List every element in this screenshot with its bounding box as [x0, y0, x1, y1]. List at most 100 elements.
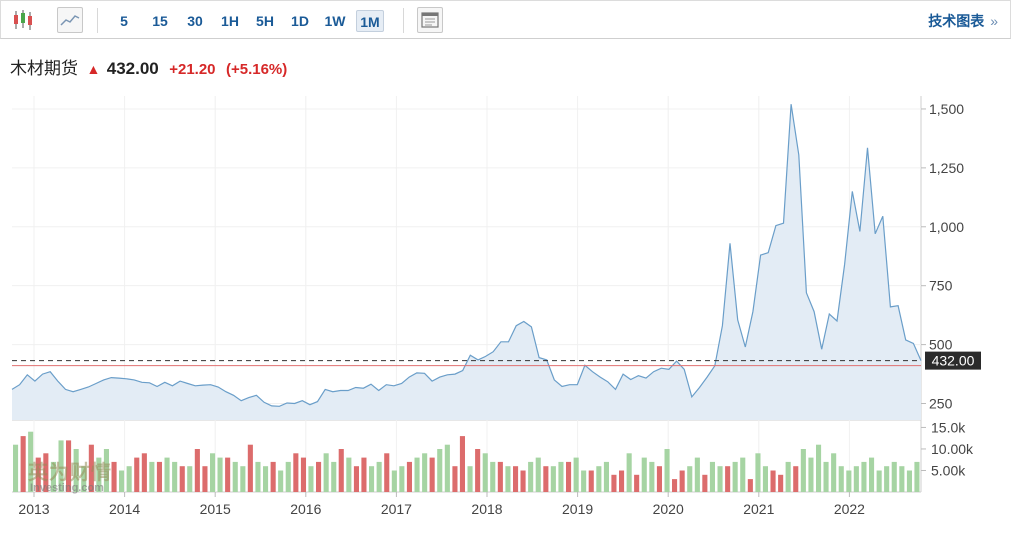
volume-bar-down — [747, 479, 753, 492]
volume-bar-up — [823, 461, 829, 492]
volume-bar-up — [308, 466, 314, 492]
volume-bar-up — [709, 461, 715, 492]
volume-bar-up — [687, 466, 693, 492]
volume-bar-up — [323, 453, 329, 492]
volume-bar-up — [96, 457, 102, 492]
volume-bar-down — [906, 470, 912, 492]
volume-bar-up — [263, 466, 269, 492]
volume-bar-up — [482, 453, 488, 492]
volume-tick-label: 5.00k — [931, 462, 966, 478]
instrument-name: 木材期货 — [10, 59, 78, 78]
volume-bar-up — [331, 461, 337, 492]
volume-bar-up — [581, 470, 587, 492]
volume-bar-up — [876, 470, 882, 492]
volume-bar-down — [679, 470, 685, 492]
volume-bar-up — [558, 461, 564, 492]
volume-bar-up — [255, 461, 261, 492]
volume-bar-up — [346, 457, 352, 492]
volume-bar-down — [861, 461, 867, 492]
volume-bar-down — [459, 436, 465, 492]
volume-bar-up — [869, 457, 875, 492]
volume-bar-up — [149, 461, 155, 492]
volume-bar-up — [232, 461, 238, 492]
time-label: 2020 — [653, 501, 684, 517]
volume-bar-up — [187, 466, 193, 492]
current-price-tag — [925, 351, 981, 370]
volume-bar-up — [490, 461, 496, 492]
time-label: 2022 — [834, 501, 865, 517]
volume-bar-down — [831, 453, 837, 492]
volume-bar-up — [528, 461, 534, 492]
interval-30[interactable]: 30 — [187, 13, 203, 29]
volume-bar-down — [156, 461, 162, 492]
volume-bar-down — [619, 470, 625, 492]
volume-bar-up — [240, 466, 246, 492]
interval-15[interactable]: 15 — [152, 13, 168, 29]
interval-5h[interactable]: 5H — [256, 13, 274, 29]
volume-bar-down — [838, 466, 844, 492]
volume-bar-up — [505, 466, 511, 492]
price-tick-label: 1,500 — [929, 101, 964, 117]
volume-bar-down — [293, 453, 299, 492]
volume-bar-up — [391, 470, 397, 492]
volume-tick-label: 15.0k — [931, 419, 966, 435]
price-tick-label: 1,000 — [929, 219, 964, 235]
price-tick-label: 250 — [929, 396, 953, 412]
line-chart-icon[interactable] — [57, 7, 83, 33]
volume-bar-down — [816, 444, 822, 492]
last-price: 432.00 — [106, 59, 159, 78]
volume-bar-down — [134, 457, 140, 492]
volume-bar-down — [588, 470, 594, 492]
volume-bar-up — [376, 461, 382, 492]
interval-1w[interactable]: 1W — [324, 13, 346, 29]
volume-bar-up — [103, 449, 109, 492]
volume-bar-up — [891, 461, 897, 492]
volume-bar-up — [73, 449, 79, 492]
volume-bar-up — [399, 466, 405, 492]
volume-bar-up — [626, 453, 632, 492]
volume-bar-down — [520, 470, 526, 492]
double-chevron-right-icon: » — [990, 13, 998, 29]
candlestick-chart-icon[interactable] — [11, 7, 37, 33]
interval-1h[interactable]: 1H — [221, 13, 239, 29]
volume-bar-down — [361, 457, 367, 492]
interval-1m[interactable]: 1M — [356, 10, 384, 32]
volume-bar-up — [422, 453, 428, 492]
volume-bar-up — [278, 470, 284, 492]
volume-bar-up — [755, 453, 761, 492]
volume-bar-down — [225, 457, 231, 492]
volume-bar-down — [300, 457, 306, 492]
volume-bar-down — [702, 474, 708, 492]
volume-bar-down — [406, 461, 412, 492]
volume-bar-up — [172, 461, 178, 492]
toolbar-divider — [403, 8, 404, 33]
volume-bar-down — [270, 461, 276, 492]
volume-bar-down — [179, 466, 185, 492]
volume-bar-up — [800, 449, 806, 492]
time-label: 2014 — [109, 501, 140, 517]
quote-header: 木材期货 ▲ 432.00 +21.20 (+5.16%) — [10, 54, 287, 78]
time-label: 2018 — [471, 501, 502, 517]
volume-bar-down — [884, 466, 890, 492]
price-line — [11, 104, 922, 407]
technical-chart-link[interactable]: 技术图表 » — [928, 11, 998, 31]
volume-bar-down — [247, 444, 253, 492]
volume-bar-up — [437, 449, 443, 492]
interval-1d[interactable]: 1D — [291, 13, 309, 29]
volume-bar-up — [444, 444, 450, 492]
layout-icon[interactable] — [417, 7, 443, 33]
volume-bar-up — [369, 466, 375, 492]
volume-bar-down — [770, 470, 776, 492]
volume-bar-down — [634, 474, 640, 492]
price-area — [12, 104, 921, 420]
volume-bar-up — [762, 466, 768, 492]
volume-bar-down — [452, 466, 458, 492]
volume-bar-up — [664, 449, 670, 492]
volume-bar-down — [202, 466, 208, 492]
interval-5[interactable]: 5 — [120, 13, 128, 29]
volume-bar-down — [20, 436, 26, 492]
volume-bar-up — [467, 466, 473, 492]
volume-bar-up — [846, 470, 852, 492]
arrow-up-icon: ▲ — [86, 61, 101, 77]
